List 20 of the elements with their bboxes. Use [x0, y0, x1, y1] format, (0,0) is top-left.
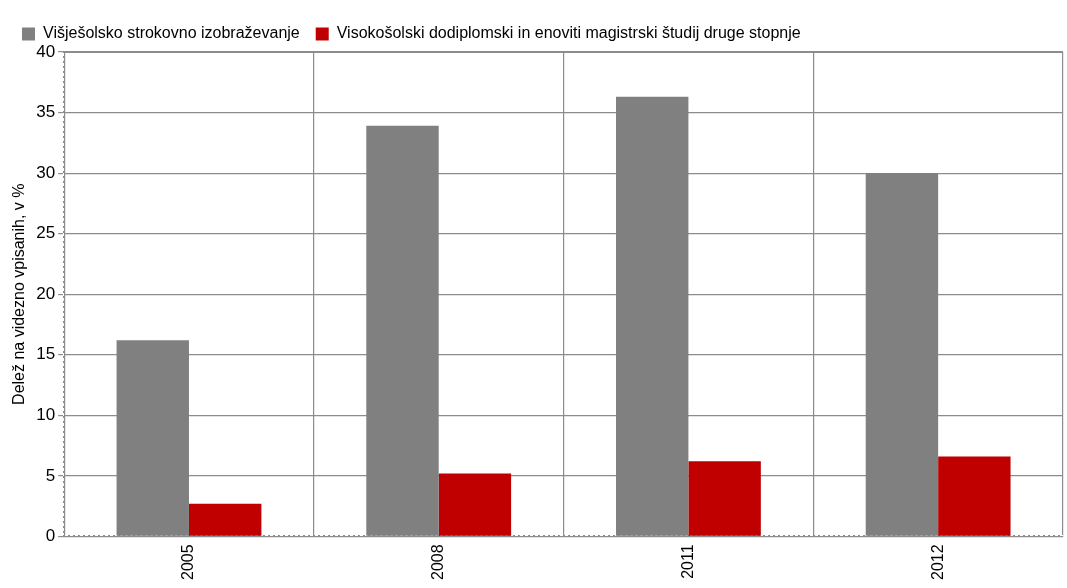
y-tick-label: 30 — [36, 162, 56, 182]
y-axis-title: Delež na videzno vpisanih, v % — [10, 183, 28, 405]
x-tick-label: 2011 — [678, 544, 696, 579]
bar — [438, 473, 512, 536]
bar — [188, 503, 262, 536]
y-tick-label: 0 — [45, 526, 56, 546]
y-tick-label: 5 — [45, 465, 56, 485]
bar — [688, 461, 761, 536]
legend-label: Visokošolski dodiplomski in enoviti magistrski študij druge stopnje — [336, 24, 801, 42]
bar — [938, 456, 1011, 536]
y-tick-label: 10 — [36, 404, 56, 424]
legend-label: Višješolsko strokovno izobraževanje — [43, 24, 300, 42]
x-tick-label: 2008 — [429, 544, 447, 580]
x-tick-label: 2012 — [928, 544, 946, 580]
y-tick-label: 40 — [36, 41, 56, 61]
y-tick-label: 35 — [36, 102, 56, 122]
x-tick-label: 2005 — [179, 544, 197, 580]
y-tick-label: 20 — [36, 283, 56, 303]
y-tick-label: 15 — [36, 344, 56, 364]
y-tick-label: 25 — [36, 223, 56, 243]
